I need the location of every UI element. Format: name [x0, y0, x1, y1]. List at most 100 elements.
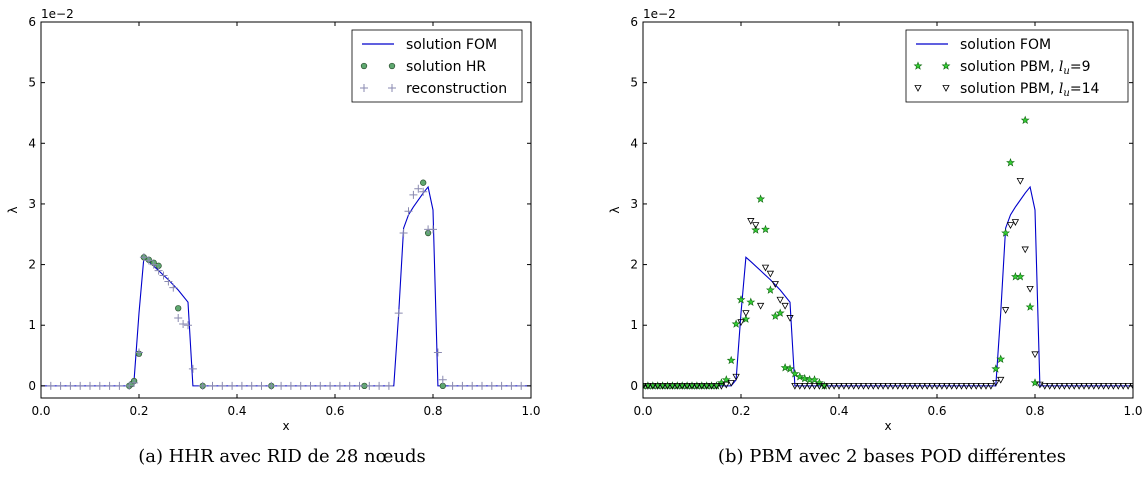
y-scale-offset-label: 1e−2 — [643, 7, 676, 21]
data-point-triangle — [923, 382, 931, 390]
data-point-circle — [420, 179, 427, 186]
data-point-plus — [404, 207, 413, 216]
data-point-plus — [497, 381, 506, 390]
data-point-triangle — [707, 382, 716, 390]
data-point-triangle — [727, 379, 735, 387]
data-point-triangle — [1001, 307, 1010, 314]
data-point-triangle — [747, 218, 755, 225]
data-point-triangle — [776, 296, 784, 304]
data-point-star — [775, 308, 785, 317]
data-point-star — [756, 194, 766, 203]
data-point-triangle — [894, 382, 902, 390]
data-point-triangle — [938, 382, 946, 390]
x-axis-label: x — [282, 419, 289, 433]
data-point-triangle — [1046, 382, 1054, 390]
data-point-triangle — [805, 382, 814, 390]
data-point-triangle — [992, 379, 1000, 387]
data-point-triangle — [766, 270, 775, 278]
data-point-plus — [399, 229, 408, 238]
data-point-star — [795, 372, 805, 381]
legend-entry-label: solution FOM — [406, 37, 497, 53]
data-point-star — [790, 369, 800, 378]
data-point-plus — [174, 313, 183, 322]
data-point-triangle — [825, 382, 833, 390]
data-point-triangle — [1041, 382, 1049, 390]
data-point-plus — [56, 381, 65, 390]
data-point-plus — [208, 381, 217, 390]
data-point-triangle — [693, 382, 701, 390]
data-point-triangle — [756, 302, 765, 310]
x-axis-label: x — [884, 419, 891, 433]
data-point-triangle — [654, 382, 662, 390]
data-point-triangle — [908, 382, 917, 390]
data-point-triangle — [796, 382, 804, 390]
legend-label-main: solution PBM, — [960, 81, 1059, 97]
data-point-star — [721, 375, 731, 384]
data-point-plus — [375, 381, 384, 390]
data-point-star — [991, 364, 1001, 373]
data-point-star — [1006, 158, 1015, 167]
data-point-triangle — [663, 382, 672, 390]
data-point-star — [1025, 302, 1035, 311]
legend-entry-label: solution HR — [406, 59, 486, 75]
data-point-triangle — [962, 382, 971, 390]
legend-swatch-marker — [941, 61, 951, 70]
data-point-triangle — [859, 382, 868, 390]
data-point-star — [1020, 115, 1030, 125]
data-point-triangle — [1075, 382, 1083, 390]
data-point-triangle — [1006, 222, 1015, 229]
data-point-plus — [66, 381, 75, 390]
data-point-plus — [76, 381, 85, 390]
data-point-plus — [286, 381, 295, 390]
x-tick-label: 1.0 — [1123, 404, 1142, 418]
data-point-plus — [139, 253, 148, 262]
figure-caption: (a) HHR avec RID de 28 nœuds — [138, 446, 426, 467]
data-point-plus — [429, 225, 437, 234]
data-point-triangle — [918, 382, 926, 390]
data-point-triangle — [742, 310, 750, 317]
data-point-triangle — [854, 382, 863, 390]
data-point-triangle — [928, 382, 936, 390]
y-tick-label: 1 — [630, 318, 638, 332]
y-tick-label: 6 — [630, 15, 638, 29]
data-point-plus — [159, 271, 168, 280]
data-point-plus — [468, 381, 477, 390]
data-point-triangle — [1026, 285, 1034, 293]
data-point-plus — [95, 381, 104, 390]
data-point-triangle — [1080, 382, 1088, 390]
data-point-plus — [517, 381, 526, 390]
y-tick-label: 3 — [28, 197, 36, 211]
chart-panel-b: 0.0 0.2 0.4 0.6 0.8 1.0 0 1 2 3 4 5 6 1e−2 x λ solution … — [608, 7, 1143, 467]
data-point-plus — [419, 187, 428, 196]
data-point-star — [800, 373, 810, 383]
legend-swatch-marker — [913, 61, 923, 70]
legend-entry-label: solution FOM — [960, 37, 1051, 53]
legend-label-main: solution PBM, — [960, 59, 1059, 75]
legend-swatch-marker — [942, 85, 950, 92]
data-point-triangle — [967, 382, 975, 390]
data-point-triangle — [987, 382, 995, 390]
data-point-triangle — [781, 302, 789, 310]
data-point-star — [996, 354, 1006, 363]
data-point-plus — [296, 381, 305, 390]
y-axis-label: λ — [608, 206, 622, 213]
data-point-star — [1015, 272, 1025, 281]
data-point-star — [810, 375, 819, 384]
data-point-triangle — [903, 382, 912, 390]
x-tick-label: 1.0 — [521, 404, 540, 418]
data-point-triangle — [835, 382, 843, 390]
data-point-triangle — [791, 382, 799, 390]
data-point-plus — [115, 381, 124, 390]
legend-swatch-marker — [388, 62, 396, 70]
data-point-triangle — [1060, 382, 1069, 390]
data-point-plus — [458, 381, 467, 390]
data-point-triangle — [658, 382, 667, 390]
y-axis-label: λ — [6, 206, 20, 213]
data-point-triangle — [869, 382, 877, 390]
data-point-plus — [228, 381, 237, 390]
data-point-plus — [438, 375, 447, 384]
data-point-plus — [306, 381, 315, 390]
data-point-plus — [247, 381, 256, 390]
data-point-triangle — [688, 382, 696, 390]
